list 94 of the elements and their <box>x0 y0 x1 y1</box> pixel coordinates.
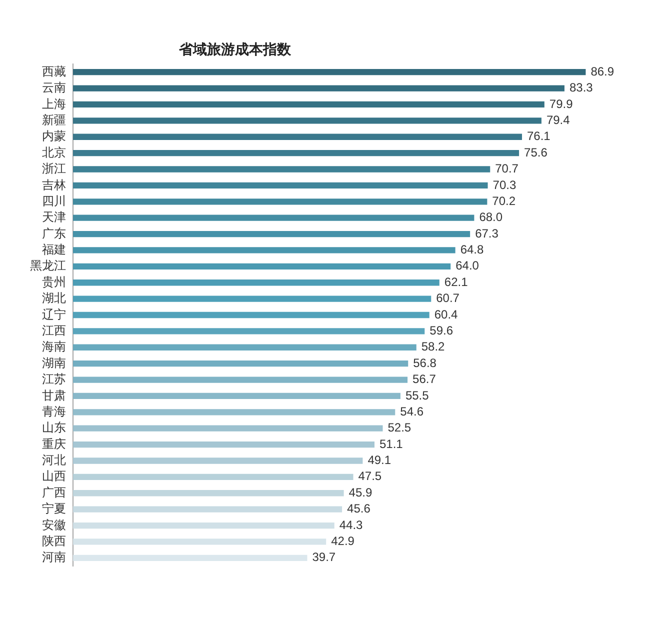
bar <box>73 230 470 238</box>
y-tick-label: 江西 <box>42 324 66 338</box>
chart-title: 省域旅游成本指数 <box>178 40 292 58</box>
bar <box>73 538 326 545</box>
y-tick-label: 四川 <box>42 194 66 208</box>
bar <box>73 198 488 205</box>
data-label: 60.4 <box>434 307 458 322</box>
bar <box>73 296 432 302</box>
bar <box>73 474 354 480</box>
data-label: 86.9 <box>590 64 614 78</box>
data-label: 67.3 <box>475 226 499 240</box>
data-label: 59.6 <box>430 324 454 338</box>
y-tick-label: 海南 <box>42 340 66 354</box>
y-tick-label: 河南 <box>42 550 66 564</box>
bar <box>73 69 586 76</box>
bar <box>73 263 451 270</box>
data-label: 62.1 <box>444 274 468 289</box>
data-label: 68.0 <box>479 210 503 224</box>
data-label: 49.1 <box>368 453 392 468</box>
y-tick-label: 山东 <box>42 420 66 435</box>
bar <box>73 376 408 383</box>
y-tick-label: 宁夏 <box>42 502 66 516</box>
y-tick-label: 河北 <box>42 453 66 468</box>
data-label: 75.6 <box>524 145 548 160</box>
bar <box>73 134 522 140</box>
data-label: 45.9 <box>348 485 372 500</box>
y-tick-label: 天津 <box>42 210 66 224</box>
bar <box>73 166 490 172</box>
y-tick-label: 内蒙 <box>42 129 66 144</box>
bar <box>73 85 564 92</box>
y-tick-label: 广西 <box>42 485 66 500</box>
bar <box>73 506 342 512</box>
y-tick-label: 湖南 <box>42 356 66 370</box>
y-tick-label: 西藏 <box>42 64 66 78</box>
bar <box>73 344 416 350</box>
bar <box>73 522 334 529</box>
y-tick-label: 上海 <box>42 96 66 111</box>
data-label: 51.1 <box>379 436 404 451</box>
bar <box>73 214 474 221</box>
bar <box>73 425 383 432</box>
data-label: 76.1 <box>526 129 551 144</box>
y-tick-label: 重庆 <box>42 436 66 451</box>
data-label: 45.6 <box>347 502 371 516</box>
bar <box>73 182 488 189</box>
data-label: 64.8 <box>460 242 484 257</box>
bar <box>73 280 440 286</box>
bar <box>73 490 344 496</box>
data-label: 56.8 <box>413 356 437 370</box>
bar <box>73 328 425 334</box>
y-tick-label: 辽宁 <box>42 307 66 322</box>
data-label: 55.5 <box>405 388 430 402</box>
data-label: 70.3 <box>492 178 516 192</box>
bar <box>73 247 456 254</box>
y-tick-label: 浙江 <box>42 162 66 176</box>
y-tick-label: 山西 <box>42 469 66 484</box>
data-label: 58.2 <box>421 340 446 354</box>
data-label: 83.3 <box>569 80 594 95</box>
y-tick-label: 广东 <box>42 226 66 240</box>
y-tick-label: 湖北 <box>42 291 66 306</box>
data-label: 52.5 <box>388 420 412 435</box>
data-label: 70.7 <box>495 162 519 176</box>
y-tick-label: 江苏 <box>42 372 66 386</box>
bar <box>73 392 400 400</box>
data-label: 44.3 <box>339 518 364 532</box>
data-label: 70.2 <box>492 194 516 208</box>
data-label: 79.4 <box>546 112 570 127</box>
data-label: 79.9 <box>549 96 574 111</box>
bar <box>73 360 408 367</box>
bar <box>73 101 544 108</box>
data-label: 47.5 <box>358 469 382 484</box>
bar <box>73 150 520 156</box>
y-tick-label: 贵州 <box>42 274 66 289</box>
data-label: 42.9 <box>331 534 355 548</box>
bar <box>73 312 430 318</box>
bar <box>73 409 396 416</box>
y-tick-label: 青海 <box>42 404 66 418</box>
y-tick-label: 吉林 <box>42 178 66 192</box>
y-tick-label: 陕西 <box>42 534 66 548</box>
data-label: 39.7 <box>312 550 336 564</box>
bar <box>73 441 374 448</box>
bar <box>73 458 363 464</box>
y-tick-label: 北京 <box>42 145 66 160</box>
y-tick-label: 福建 <box>42 242 66 257</box>
y-tick-label: 云南 <box>42 80 66 95</box>
y-tick-label: 安徽 <box>42 518 66 532</box>
y-tick-label: 新疆 <box>42 112 66 127</box>
data-label: 60.7 <box>436 291 460 306</box>
data-label: 54.6 <box>400 404 424 418</box>
y-tick-label: 黑龙江 <box>30 258 66 273</box>
data-label: 56.7 <box>412 372 436 386</box>
bar <box>73 554 308 561</box>
bar <box>73 118 542 124</box>
y-tick-label: 甘肃 <box>42 388 66 402</box>
data-label: 64.0 <box>456 258 480 273</box>
